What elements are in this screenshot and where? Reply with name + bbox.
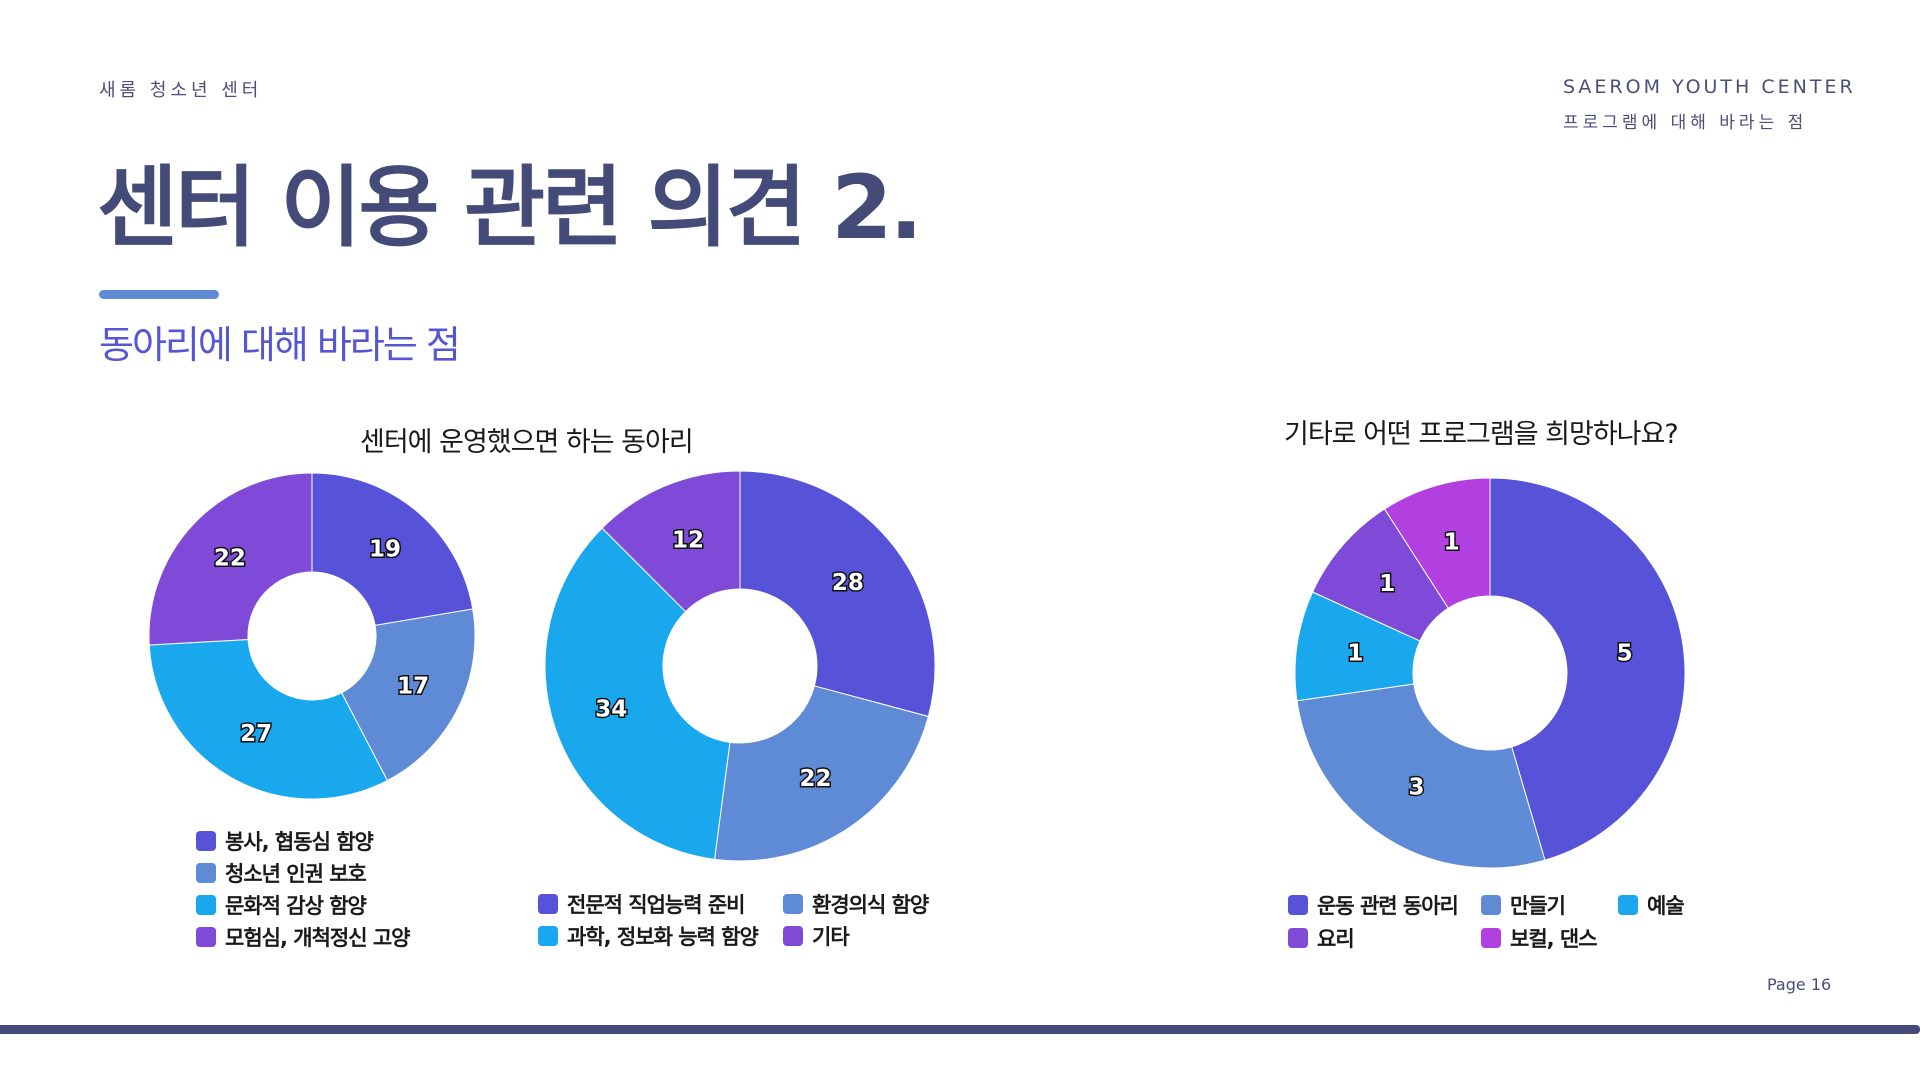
- legend-label: 예술: [1647, 894, 1685, 918]
- legend-swatch: [1288, 928, 1308, 948]
- chart-1-data-label-4: 22: [214, 545, 246, 571]
- section-name: 프로그램에 대해 바라는 점: [1563, 113, 1808, 133]
- chart-2-slice-1: [739, 470, 936, 718]
- legend-label: 운동 관련 동아리: [1317, 894, 1459, 918]
- legend-swatch: [1288, 895, 1308, 915]
- chart-2-data-label-2: 22: [800, 766, 832, 792]
- legend-swatch: [196, 863, 216, 883]
- chart-3-data-label-5: 1: [1444, 530, 1460, 556]
- chart-3-data-label-2: 3: [1408, 774, 1424, 800]
- legend-3-item-3: 예술: [1618, 890, 1685, 920]
- legend-3-item-2: 만들기: [1481, 890, 1566, 920]
- legend-label: 만들기: [1510, 894, 1566, 918]
- chart-1-slice-3: [148, 639, 389, 800]
- legend-2-item-4: 기타: [783, 921, 850, 951]
- legend-swatch: [196, 927, 216, 947]
- legend-swatch: [538, 894, 558, 914]
- chart-2-data-label-1: 28: [832, 570, 864, 596]
- legend-1-item-2: 청소년 인권 보호: [196, 858, 367, 888]
- page-number: Page 16: [1767, 975, 1832, 994]
- legend-1-item-1: 봉사, 협동심 함양: [196, 826, 374, 856]
- legend-label: 기타: [812, 925, 850, 949]
- legend-label: 청소년 인권 보호: [225, 862, 367, 886]
- chart-2-slice-4: [601, 470, 741, 613]
- legend-swatch: [1618, 895, 1638, 915]
- legend-swatch: [1481, 895, 1501, 915]
- chart-2-data-label-4: 12: [672, 527, 704, 553]
- slide-subtitle: 동아리에 대해 바라는 점: [99, 323, 461, 367]
- legend-label: 환경의식 함양: [812, 893, 929, 917]
- legend-3-item-5: 보컬, 댄스: [1481, 923, 1598, 953]
- chart-3-slice-2: [1296, 683, 1546, 869]
- chart-2-data-label-3: 34: [595, 697, 627, 723]
- legend-label: 보컬, 댄스: [1510, 927, 1598, 951]
- legend-2-item-1: 전문적 직업능력 준비: [538, 889, 746, 919]
- chart-1-data-label-1: 19: [369, 537, 401, 563]
- legend-swatch: [196, 831, 216, 851]
- legend-1-item-4: 모험심, 개척정신 고양: [196, 922, 410, 952]
- chart-3-data-label-1: 5: [1617, 641, 1633, 667]
- legend-2-item-3: 과학, 정보화 능력 함양: [538, 921, 759, 951]
- legend-2-item-2: 환경의식 함양: [783, 889, 929, 919]
- legend-3-item-4: 요리: [1288, 923, 1355, 953]
- chart-title-other-programs: 기타로 어떤 프로그램을 희망하나요?: [1284, 419, 1679, 450]
- legend-swatch: [1481, 928, 1501, 948]
- chart-title-clubs: 센터에 운영했으면 하는 동아리: [360, 427, 694, 458]
- legend-label: 요리: [1317, 927, 1355, 951]
- legend-swatch: [783, 926, 803, 946]
- legend-swatch: [538, 926, 558, 946]
- chart-1-slice-4: [148, 472, 313, 646]
- slide-title: 센터 이용 관련 의견 2.: [97, 156, 923, 259]
- chart-3-data-label-4: 1: [1379, 571, 1395, 597]
- legend-label: 전문적 직업능력 준비: [567, 893, 746, 917]
- chart-1-slice-2: [340, 608, 476, 782]
- title-accent-bar: [99, 290, 219, 299]
- chart-3-slice-5: [1383, 477, 1491, 609]
- legend-1-item-3: 문화적 감상 함양: [196, 890, 367, 920]
- legend-swatch: [783, 894, 803, 914]
- chart-1-data-label-3: 27: [240, 721, 272, 747]
- org-name-korean: 새롬 청소년 센터: [99, 80, 263, 101]
- footer-bar: [0, 1025, 1920, 1034]
- legend-label: 문화적 감상 함양: [225, 894, 367, 918]
- legend-3-item-1: 운동 관련 동아리: [1288, 890, 1459, 920]
- chart-3-data-label-3: 1: [1347, 641, 1363, 667]
- chart-1-slice-1: [311, 472, 474, 626]
- chart-2-slice-2: [713, 685, 929, 862]
- legend-label: 모험심, 개척정신 고양: [225, 926, 410, 950]
- org-name-english: SAEROM YOUTH CENTER: [1563, 76, 1856, 98]
- legend-label: 과학, 정보화 능력 함양: [567, 925, 759, 949]
- chart-3-slice-1: [1489, 477, 1686, 861]
- legend-swatch: [196, 895, 216, 915]
- legend-label: 봉사, 협동심 함양: [225, 830, 374, 854]
- chart-1-data-label-2: 17: [397, 673, 429, 699]
- chart-2-slice-3: [544, 527, 731, 860]
